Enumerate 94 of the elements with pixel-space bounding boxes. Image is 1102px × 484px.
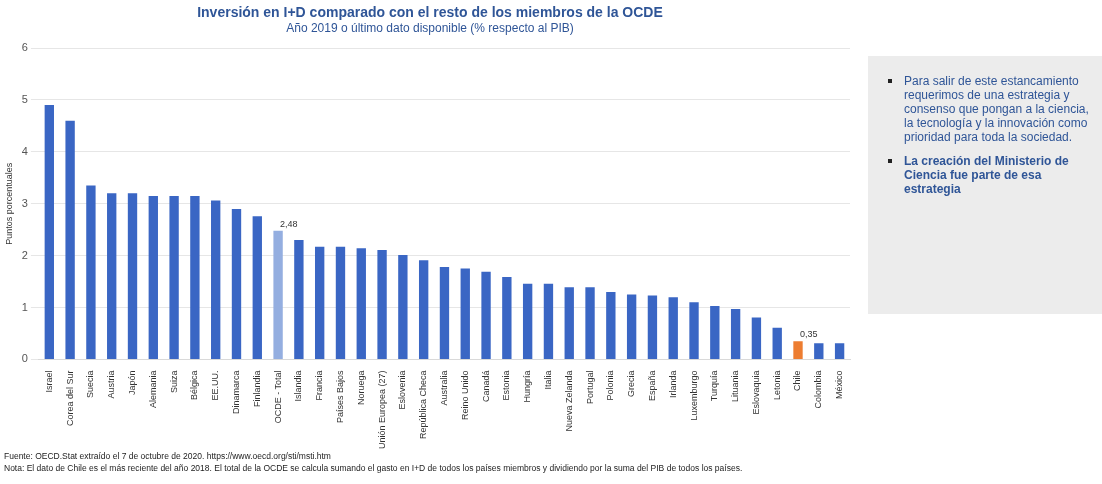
bar [107,193,117,359]
bar [564,287,574,359]
x-tick-label: Austria [106,370,117,399]
bar [398,255,408,359]
text: Nota: El dato de Chile es el más reciente del año 2018. El total de la OCDE se calcula sumando el gasto en I+D de todos los países miembros y dividiendo por la suma del PIB de todos los países. [4,462,744,474]
bar [689,302,699,359]
bar [710,305,720,359]
x-tick-label: Hungría [522,370,533,403]
data-label: 0,35 [800,329,818,340]
x-tick-label: Suiza [168,370,179,393]
x-tick-label: Italia [542,370,553,390]
x-tick-label: México [834,370,845,399]
y-tick-label: 6 [21,41,28,54]
bar [460,268,470,359]
bar [751,317,762,359]
data-label: 2,48 [280,218,298,229]
y-tick-label: 0 [21,352,28,365]
bar [481,271,491,359]
x-tick-label: Chile [792,370,803,391]
x-tick-label: Países Bajos [334,369,345,423]
x-tick-label: Francia [314,370,325,401]
x-tick-label: Noruega [355,370,366,405]
x-tick-label: Eslovaquia [750,370,761,415]
bar [730,309,741,359]
x-tick-label: España [646,370,657,401]
x-tick-label: Polonia [605,370,616,401]
x-tick-label: Unión Europea (27) [376,370,387,450]
chart-title: Inversión en I+D comparado con el resto de los miembros de la OCDE [196,4,664,20]
bar [585,287,595,359]
bar [502,276,512,359]
x-tick-label: Reino Unido [459,370,470,420]
x-tick-label: Alemania [147,370,158,408]
x-tick-label: Grecia [626,370,637,397]
bar [439,267,450,359]
bar [190,195,200,359]
bar [44,105,54,359]
bar [294,240,304,359]
x-tick-label: Suecia [85,370,96,398]
x-tick-label: EE.UU. [210,370,221,401]
bar [814,343,824,359]
bar [543,283,554,359]
x-tick-label: República Checa [418,370,429,439]
bar [231,208,242,359]
y-tick-label: 5 [21,92,28,105]
x-tick-label: Islandia [293,370,304,402]
bar [606,291,616,359]
x-tick-label: Lituania [730,370,741,402]
y-axis-title: Puntos porcentuales [3,162,14,245]
bar [273,230,283,359]
bar [626,294,637,359]
x-tick-label: Israel [43,370,54,393]
y-tick-label: 2 [21,248,28,261]
x-tick-label: Eslovenia [397,370,408,410]
bar [127,193,138,359]
x-tick-label: Portugal [584,370,595,404]
text: Para salir de este estancamiento requerimos de una estrategia y consenso que pongan a la ciencia, la tecnología y la innovación como prioridad para toda la sociedad. [904,74,1090,144]
x-tick-label: Bélgica [189,370,200,400]
bar [211,200,221,359]
y-tick-label: 1 [21,300,28,313]
x-tick-label: Finlandia [251,370,262,407]
bar [793,341,803,359]
bar [315,246,325,359]
x-tick-label: Colombia [813,370,824,409]
x-tick-label: Canadá [480,370,491,402]
bar [148,195,158,359]
text: La creación del Ministerio de Ciencia fue parte de esa estrategia [904,154,1070,196]
bar [834,343,845,359]
bar [356,248,366,359]
x-tick-label: Irlanda [667,370,678,398]
chart-subtitle: Año 2019 o último dato disponible (% respecto al PIB) [285,21,575,35]
bar [335,246,346,359]
bar [418,260,429,359]
x-tick-label: Corea del Sur [64,370,75,426]
bar [169,195,179,359]
bar [65,120,75,359]
y-tick-label: 3 [21,196,28,209]
bar [772,327,782,359]
bar [252,216,262,359]
x-tick-label: Nueva Zelanda [563,370,574,432]
bar [377,249,387,359]
x-tick-label: Estonia [501,370,512,401]
x-tick-label: Turquía [709,370,720,402]
bar [522,283,533,359]
x-tick-label: Japón [126,370,137,395]
x-tick-label: Dinamarca [230,370,241,414]
y-tick-label: 4 [21,144,28,157]
source-note: Fuente: OECD.Stat extraído el 7 de octubre de 2020. https://www.oecd.org/sti/msti.htm [4,450,332,462]
bar [86,185,96,359]
x-tick-label: Luxemburgo [688,370,699,421]
bar [668,297,678,359]
x-tick-label: Letonia [771,370,782,400]
x-tick-label: OCDE - Total [272,370,283,424]
bar [647,295,658,359]
x-tick-label: Australia [438,370,449,406]
